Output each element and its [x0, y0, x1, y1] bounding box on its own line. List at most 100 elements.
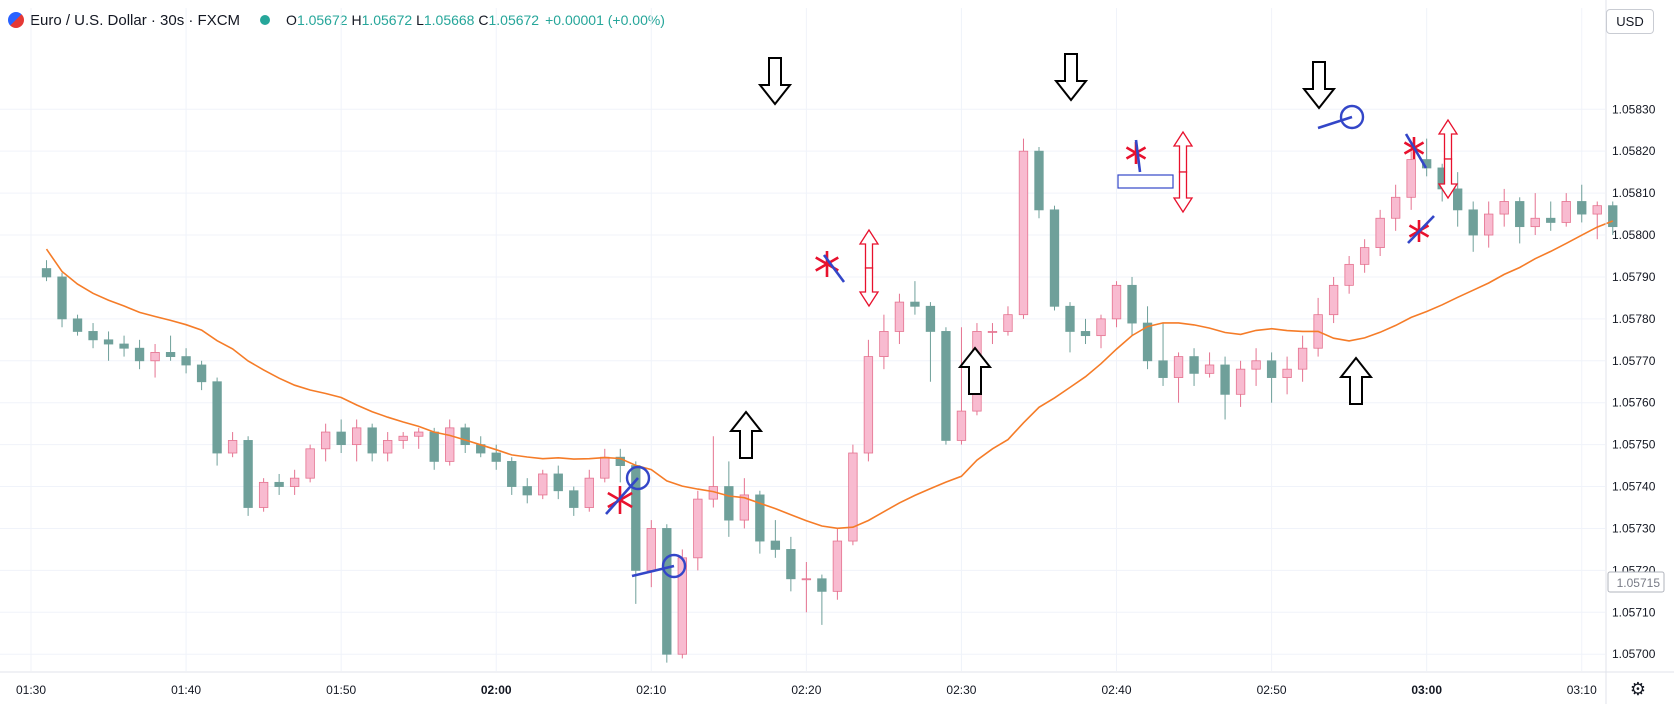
candle	[1422, 138, 1432, 177]
candle-body	[507, 460, 517, 487]
x-tick-label: 02:00	[481, 683, 512, 697]
candle-body	[181, 356, 191, 366]
change-value: +0.00001 (+0.00%)	[545, 12, 665, 28]
blue-tick-1	[822, 254, 846, 283]
candle-body	[196, 364, 207, 383]
candle-body	[1328, 284, 1339, 316]
pin-circle	[1339, 104, 1365, 130]
open-value: 1.05672	[296, 12, 348, 28]
candle-body	[553, 473, 563, 492]
candle-body	[1049, 209, 1060, 307]
y-tick-label: 1.05710	[1612, 605, 1656, 619]
candle-body	[57, 276, 67, 320]
y-tick-label: 1.05750	[1612, 438, 1656, 452]
candle	[1282, 356, 1292, 395]
candle-body	[1111, 284, 1122, 320]
candle-body	[1515, 201, 1525, 228]
gear-icon[interactable]: ⚙	[1629, 678, 1647, 699]
candle-body	[460, 427, 470, 446]
candle-body	[1297, 347, 1308, 370]
red-up-arrow	[858, 228, 880, 269]
blue-tick-2	[1134, 139, 1142, 173]
candle	[336, 419, 346, 454]
candle	[600, 448, 610, 483]
candle	[1003, 306, 1013, 336]
currency-selector[interactable]: USD	[1606, 9, 1654, 34]
candle-body	[848, 452, 858, 542]
candle-body	[1530, 217, 1540, 228]
candle	[352, 419, 362, 462]
candle	[739, 478, 750, 529]
candle-body	[770, 540, 781, 550]
candle	[1499, 188, 1509, 227]
sell-arrow-2	[1053, 53, 1089, 102]
candle-body	[1499, 201, 1509, 215]
candle	[491, 444, 501, 470]
moving-average-line	[45, 220, 1614, 530]
blue-pin-2	[631, 553, 687, 579]
buy-arrow-2	[957, 346, 993, 395]
candle	[1065, 302, 1075, 353]
candle	[755, 490, 765, 554]
candle	[289, 469, 300, 495]
candle-body	[724, 486, 734, 521]
candle	[88, 323, 98, 349]
candle-body	[383, 440, 393, 454]
blue-tick-4	[1407, 215, 1435, 244]
candle-body	[600, 456, 610, 479]
candle	[212, 377, 222, 466]
candle	[460, 423, 470, 454]
candle-body	[956, 410, 967, 441]
red-down-arrow	[858, 267, 880, 308]
candle-body	[615, 456, 625, 466]
candle-body	[1608, 205, 1618, 228]
candle-body	[274, 481, 284, 487]
candle-body	[1018, 150, 1029, 316]
buy-arrow-3	[1338, 356, 1374, 405]
candle	[1158, 323, 1168, 386]
candle	[569, 486, 579, 516]
star-stroke	[1125, 146, 1147, 160]
candle-body	[693, 498, 703, 559]
candle	[414, 427, 424, 449]
candle	[1266, 352, 1277, 403]
blue-pin-1	[605, 465, 651, 515]
candle-body	[1484, 213, 1494, 236]
candle	[445, 419, 455, 466]
y-tick-label: 1.05770	[1612, 354, 1656, 368]
candle-body	[1561, 201, 1571, 223]
candle	[1297, 335, 1308, 382]
candle-body	[1468, 209, 1478, 236]
candle-body	[1251, 360, 1261, 370]
candle	[507, 457, 517, 495]
y-tick-label: 1.05700	[1612, 647, 1656, 661]
pin-line	[631, 564, 675, 578]
red-double-arrow-3	[1437, 118, 1459, 200]
candle	[1142, 306, 1153, 370]
candle	[165, 335, 176, 361]
candle	[708, 436, 718, 508]
candle	[1390, 184, 1401, 231]
candle	[181, 348, 191, 374]
candle-body	[1080, 331, 1091, 337]
candle	[894, 293, 905, 345]
x-tick-label: 03:10	[1567, 683, 1597, 697]
red-down-arrow	[1437, 158, 1459, 200]
candle	[1034, 146, 1044, 219]
candle	[1530, 193, 1540, 236]
candle	[227, 432, 238, 458]
candle	[258, 478, 269, 512]
candle	[305, 444, 315, 483]
candle	[398, 432, 408, 449]
pin-line	[1317, 115, 1353, 130]
candle	[150, 344, 160, 378]
candle	[925, 302, 936, 382]
candle-body	[646, 528, 656, 571]
symbol-title[interactable]: Euro / U.S. Dollar · 30s · FXCM	[30, 11, 241, 29]
x-tick-label: 02:50	[1257, 683, 1287, 697]
candle-body	[72, 318, 83, 332]
candle	[367, 423, 377, 462]
candle	[243, 436, 253, 516]
